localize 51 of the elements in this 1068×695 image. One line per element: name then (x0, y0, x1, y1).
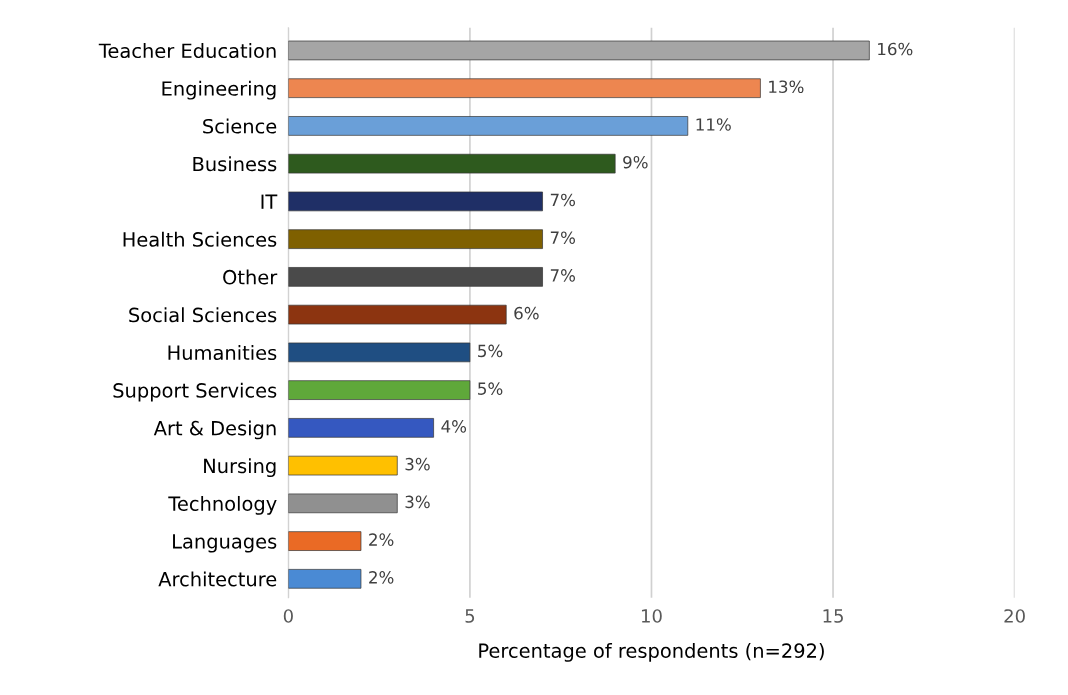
bar (288, 342, 471, 363)
y-tick-label: Social Sciences (129, 307, 277, 323)
y-tick-label: Technology (168, 495, 277, 515)
bar (288, 267, 543, 287)
data-label: 5% (478, 382, 503, 395)
data-label: 9% (623, 155, 648, 169)
data-label: 4% (441, 420, 467, 433)
data-label: 6% (514, 306, 539, 320)
data-label: 3% (405, 457, 430, 471)
bar (288, 78, 761, 98)
data-label: 2% (369, 571, 394, 584)
x-tick-label: 5 (465, 609, 475, 623)
data-label: 5% (478, 344, 503, 358)
bar (288, 40, 870, 61)
y-tick-label: Other (223, 269, 278, 285)
y-tick-label: Health Sciences (123, 231, 277, 247)
y-tick-label: Engineering (162, 80, 276, 100)
x-axis-title: Percentage of respondents (n=292) (479, 642, 824, 662)
y-tick-label: IT (261, 194, 278, 209)
y-tick-label: Humanities (168, 344, 277, 361)
bar (288, 304, 507, 325)
x-tick-label: 0 (283, 609, 293, 623)
data-label: 7% (550, 269, 576, 282)
x-tick-label: 20 (1004, 609, 1025, 623)
y-tick-label: Nursing (204, 458, 276, 478)
data-label: 16% (878, 42, 913, 56)
bar (288, 380, 471, 400)
bar (288, 493, 398, 514)
data-label: 13% (769, 80, 804, 94)
bar (288, 418, 434, 438)
x-tick-label: 15 (823, 609, 843, 623)
bar (288, 191, 543, 212)
y-tick-label: Support Services (113, 382, 277, 402)
data-label: 7% (550, 231, 576, 244)
bar (288, 229, 543, 249)
y-tick-label: Languages (173, 534, 277, 553)
y-tick-label: Science (203, 118, 277, 134)
data-label: 7% (550, 193, 576, 207)
y-tick-label: Business (193, 156, 277, 172)
x-tick-label: 10 (641, 609, 662, 623)
bar (288, 569, 362, 589)
data-label: 2% (369, 533, 394, 546)
data-label: 3% (405, 495, 430, 509)
bar (288, 455, 398, 476)
bar (288, 153, 616, 174)
y-tick-label: Teacher Education (98, 43, 276, 59)
bar (288, 116, 689, 136)
bar (288, 531, 362, 551)
y-tick-label: Art & Design (153, 420, 276, 440)
data-label: 11% (696, 118, 731, 131)
y-tick-label: Architecture (158, 571, 277, 587)
